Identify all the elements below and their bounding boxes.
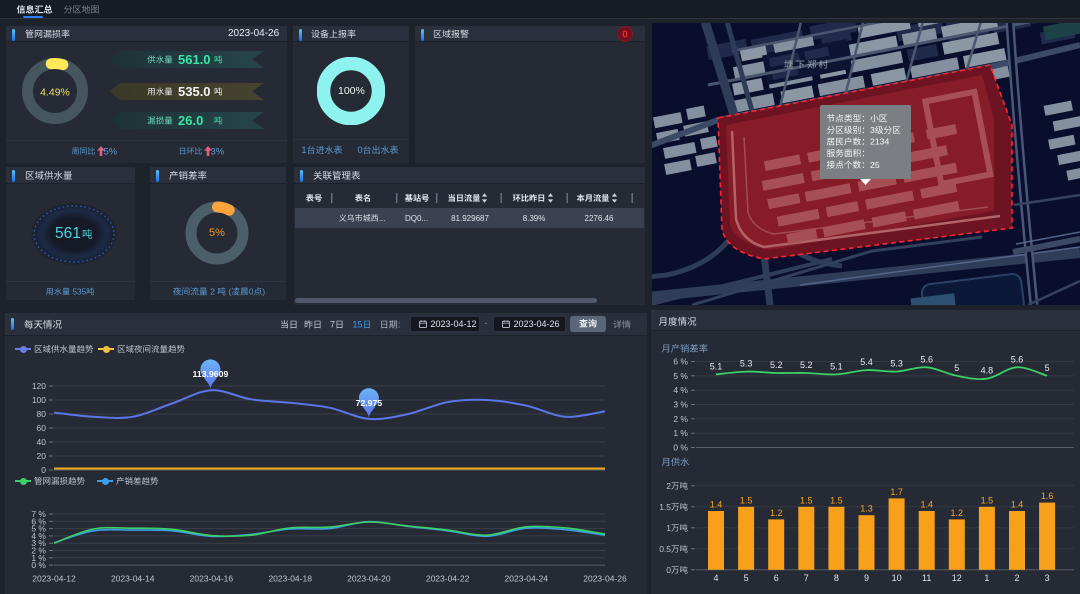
svg-text:7: 7 — [804, 573, 809, 583]
svg-text:20: 20 — [37, 451, 47, 461]
svg-text:2 %: 2 % — [31, 546, 46, 556]
svg-text:5.2: 5.2 — [800, 360, 813, 370]
svg-text:4: 4 — [713, 573, 718, 583]
svg-text:1.6: 1.6 — [1041, 491, 1054, 501]
svg-text:80: 80 — [37, 409, 47, 419]
svg-text:5.6: 5.6 — [920, 354, 933, 364]
svg-text:1.7: 1.7 — [890, 487, 903, 497]
svg-text:2023-04-16: 2023-04-16 — [190, 574, 234, 584]
svg-text:5.3: 5.3 — [890, 359, 903, 369]
svg-text:1 %: 1 % — [673, 428, 688, 438]
svg-text:8: 8 — [834, 573, 839, 583]
svg-text:0 %: 0 % — [673, 443, 688, 453]
svg-text:7 %: 7 % — [31, 509, 46, 519]
svg-text:5: 5 — [744, 573, 749, 583]
svg-text:5.1: 5.1 — [710, 361, 723, 371]
svg-text:1.4: 1.4 — [1011, 500, 1024, 510]
svg-text:10: 10 — [892, 573, 902, 583]
svg-text:1: 1 — [984, 573, 989, 583]
svg-text:5.2: 5.2 — [770, 360, 783, 370]
svg-text:2 %: 2 % — [673, 414, 688, 424]
svg-text:1.5: 1.5 — [800, 495, 813, 505]
svg-text:5 %: 5 % — [673, 371, 688, 381]
svg-text:12: 12 — [952, 573, 962, 583]
svg-text:40: 40 — [37, 437, 47, 447]
svg-text:0 %: 0 % — [31, 560, 46, 570]
svg-text:1.3: 1.3 — [860, 504, 873, 514]
svg-text:2023-04-14: 2023-04-14 — [111, 574, 155, 584]
svg-text:5.1: 5.1 — [830, 361, 843, 371]
svg-text:1.5: 1.5 — [830, 495, 843, 505]
svg-text:5.6: 5.6 — [1011, 354, 1024, 364]
svg-text:5: 5 — [954, 363, 959, 373]
svg-text:3 %: 3 % — [31, 538, 46, 548]
svg-text:2023-04-20: 2023-04-20 — [347, 574, 391, 584]
svg-text:0: 0 — [41, 465, 46, 475]
svg-text:1.2: 1.2 — [951, 508, 964, 518]
svg-text:5.3: 5.3 — [740, 359, 753, 369]
svg-text:1.5: 1.5 — [981, 495, 994, 505]
svg-text:2023-04-26: 2023-04-26 — [583, 574, 627, 584]
svg-text:60: 60 — [37, 423, 47, 433]
svg-text:1.5: 1.5 — [740, 495, 753, 505]
svg-text:120: 120 — [32, 381, 46, 391]
svg-text:1.4: 1.4 — [920, 500, 933, 510]
svg-text:6 %: 6 % — [673, 357, 688, 367]
svg-text:6: 6 — [774, 573, 779, 583]
svg-text:4 %: 4 % — [673, 385, 688, 395]
svg-text:72.975: 72.975 — [356, 398, 383, 408]
svg-text:2023-04-22: 2023-04-22 — [426, 574, 470, 584]
svg-text:3 %: 3 % — [673, 400, 688, 410]
svg-text:0: 0 — [622, 30, 628, 41]
svg-text:2023-04-24: 2023-04-24 — [505, 574, 549, 584]
svg-text:113.9609: 113.9609 — [193, 369, 229, 379]
svg-text:9: 9 — [864, 573, 869, 583]
svg-text:5.4: 5.4 — [860, 357, 873, 367]
svg-text:4.8: 4.8 — [981, 366, 994, 376]
svg-text:5 %: 5 % — [31, 524, 46, 534]
svg-text:2023-04-12: 2023-04-12 — [32, 574, 76, 584]
svg-text:2: 2 — [1014, 573, 1019, 583]
svg-text:1.2: 1.2 — [770, 508, 783, 518]
svg-text:6 %: 6 % — [31, 516, 46, 526]
svg-text:2023-04-18: 2023-04-18 — [268, 574, 312, 584]
svg-text:100: 100 — [32, 395, 46, 405]
svg-text:1 %: 1 % — [31, 553, 46, 563]
svg-text:11: 11 — [922, 573, 931, 583]
svg-text:1.4: 1.4 — [710, 500, 723, 510]
svg-text:4 %: 4 % — [31, 531, 46, 541]
svg-text:5: 5 — [1045, 363, 1050, 373]
svg-text:3: 3 — [1045, 573, 1050, 583]
